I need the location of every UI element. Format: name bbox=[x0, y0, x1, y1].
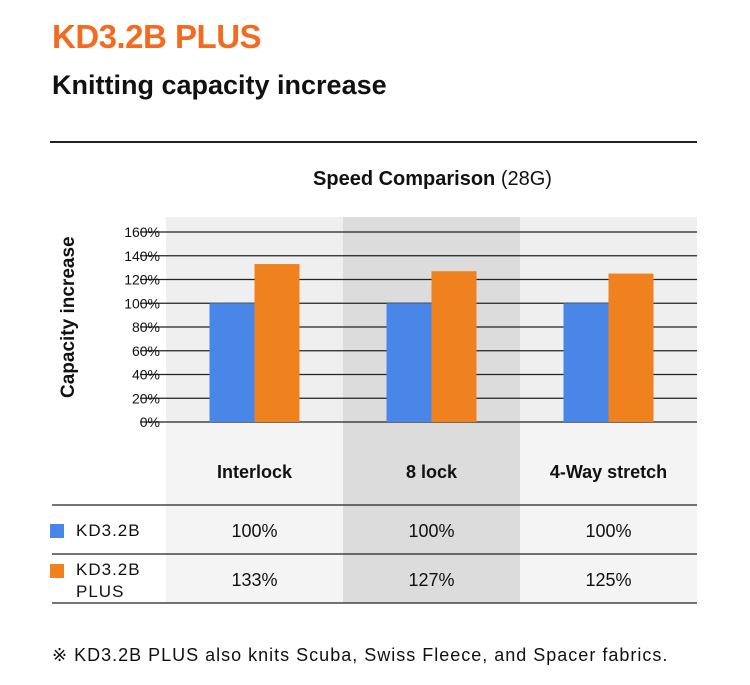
bar bbox=[386, 303, 432, 422]
legend-label-kd32b: KD3.2B bbox=[76, 521, 141, 540]
y-tick-label: 120% bbox=[124, 272, 160, 288]
y-tick-label: 160% bbox=[124, 224, 160, 240]
table-cell-value: 133% bbox=[231, 570, 277, 590]
y-tick-label: 100% bbox=[124, 295, 160, 311]
y-axis-label: Capacity increase bbox=[58, 236, 79, 398]
table-cell-value: 100% bbox=[231, 521, 277, 541]
footnote: ※ KD3.2B PLUS also knits Scuba, Swiss Fl… bbox=[52, 645, 669, 665]
chart-title-main: Speed Comparison bbox=[313, 168, 496, 190]
chart-title-gauge: (28G) bbox=[495, 168, 552, 190]
x-tick-label: Interlock bbox=[217, 462, 293, 482]
x-tick-label: 4-Way stretch bbox=[550, 462, 667, 482]
y-tick-label: 40% bbox=[132, 367, 160, 383]
chart-title: Speed Comparison (28G) bbox=[168, 168, 697, 191]
bar bbox=[563, 303, 609, 422]
table-cell-value: 100% bbox=[408, 521, 454, 541]
y-tick-label: 80% bbox=[132, 319, 160, 335]
legend-label-kd32b-plus-line1: KD3.2B bbox=[76, 560, 141, 579]
legend-label-kd32b-plus-line2: PLUS bbox=[76, 582, 125, 601]
y-tick-label: 0% bbox=[140, 414, 160, 430]
table-cell-value: 127% bbox=[408, 570, 454, 590]
bar bbox=[608, 273, 654, 422]
page-subtitle: Knitting capacity increase bbox=[52, 70, 387, 100]
table-cell-value: 125% bbox=[585, 570, 631, 590]
bar bbox=[209, 303, 255, 422]
x-tick-label: 8 lock bbox=[406, 462, 458, 482]
bar bbox=[431, 271, 477, 422]
y-tick-label: 20% bbox=[132, 390, 160, 406]
header-divider bbox=[50, 141, 697, 143]
table-cell-value: 100% bbox=[585, 521, 631, 541]
legend-swatch-kd32b bbox=[50, 524, 64, 538]
y-tick-label: 60% bbox=[132, 343, 160, 359]
product-title: KD3.2B PLUS bbox=[52, 18, 262, 55]
y-tick-label: 140% bbox=[124, 248, 160, 264]
legend-swatch-kd32b-plus bbox=[50, 564, 64, 578]
bar bbox=[254, 264, 300, 422]
